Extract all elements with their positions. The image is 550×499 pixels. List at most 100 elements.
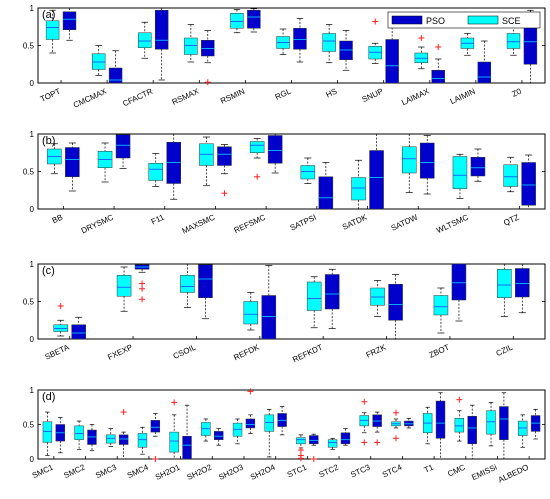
x-tick-label: LAIMAX (400, 86, 431, 107)
box-sce (243, 301, 259, 325)
box-pso (71, 324, 86, 340)
box-pso (435, 400, 446, 439)
x-tick-label: SATDK (341, 212, 369, 231)
y-tick-label: 1 (30, 386, 35, 395)
box-pso (431, 70, 445, 84)
box-pso (523, 22, 538, 65)
box-pso (477, 61, 492, 84)
x-tick-label: SH2O2 (186, 462, 214, 481)
box-pso (214, 431, 224, 440)
legend: PSO SCE (387, 11, 541, 29)
y-tick-label: 0.5 (23, 298, 35, 307)
box-sce (74, 425, 84, 440)
box-sce (486, 410, 496, 435)
box-sce (230, 13, 244, 29)
x-tick-label: SMC1 (31, 462, 55, 480)
x-tick-label: TOPT (39, 87, 62, 104)
plot-area (37, 133, 546, 210)
x-tick-label: REFSMC (233, 213, 268, 236)
x-tick-label: SMC4 (126, 462, 150, 480)
box-sce (42, 421, 53, 443)
box-pso (293, 28, 307, 50)
box-sce (454, 418, 465, 433)
y-tick-label: 0.5 (23, 42, 35, 51)
x-tick-label: STC2 (318, 462, 341, 479)
box-sce (506, 33, 521, 49)
x-tick-label: CZIL (495, 342, 515, 358)
y-tick-label: 1 (30, 130, 35, 139)
box-sce (296, 437, 306, 445)
box-sce (106, 434, 116, 444)
panel-label: (c) (42, 265, 55, 277)
panel-label: (d) (42, 391, 55, 403)
x-tick-label: QTZ (502, 213, 520, 228)
y-tick-label: 0.5 (23, 168, 35, 177)
box-pso (521, 162, 536, 206)
box-sce (249, 141, 265, 153)
box-pso (324, 274, 340, 310)
box-sce (452, 156, 468, 189)
box-pso (65, 147, 80, 177)
legend-swatch-pso (391, 15, 423, 25)
panel-2: (c) 0 0.5 1 SBETA FXEXP CSOIL REFDK REFKDT FRZK ZB… (23, 260, 546, 365)
legend-frame (387, 11, 541, 29)
box-sce (264, 414, 274, 432)
box-pso (62, 11, 77, 30)
x-tick-label: ZBOT (428, 343, 451, 360)
x-tick-label: CMC (446, 463, 467, 479)
y-tick-label: 0 (30, 205, 35, 214)
box-pso (118, 434, 129, 445)
x-tick-label: SBETA (43, 342, 71, 361)
y-tick-label: 1 (30, 260, 35, 269)
box-sce (497, 269, 512, 298)
x-tick-label: FRZK (365, 342, 388, 359)
x-tick-label: Z0 (511, 86, 524, 98)
y-tick-label: 1 (30, 4, 35, 13)
x-tick-label: EMISSi (470, 463, 498, 483)
box-sce (327, 439, 338, 448)
box-pso (154, 10, 169, 50)
box-sce (148, 163, 163, 181)
x-tick-label: HS (325, 87, 339, 100)
x-tick-label: SNUP (361, 87, 385, 105)
y-tick-label: 0.5 (23, 421, 35, 430)
box-sce (503, 164, 518, 187)
box-pso (515, 268, 530, 298)
x-tick-label: CFACTR (121, 87, 154, 109)
box-pso (261, 295, 277, 340)
x-tick-label: STC4 (381, 462, 404, 479)
x-tick-label: SATPSI (289, 213, 318, 233)
legend-label: SCE (502, 16, 521, 26)
x-tick-label: RSMIN (219, 87, 246, 106)
panel-0: (a) 0 0.5 1 TOPT CMCMAX CFACTR RSMAX RSMIN RGL HS S… (23, 4, 546, 110)
x-tick-label: ALBEDO (497, 463, 530, 485)
box-sce (169, 431, 179, 453)
plot-area (37, 263, 546, 340)
box-sce (180, 275, 195, 293)
box-sce (402, 146, 417, 174)
box-pso (198, 264, 213, 298)
x-tick-label: SATDW (390, 212, 420, 232)
box-sce (45, 20, 60, 40)
box-pso (108, 67, 123, 84)
box-sce (184, 37, 198, 55)
box-sce (306, 281, 322, 311)
x-tick-label: SH2O3 (217, 462, 245, 481)
x-tick-label: FXEXP (106, 343, 134, 362)
box-sce (116, 275, 132, 297)
box-sce (137, 433, 148, 448)
box-pso (115, 134, 131, 159)
box-pso (420, 142, 435, 179)
x-tick-label: DRYSMC (80, 213, 115, 236)
x-tick-label: LAIMIN (449, 87, 477, 107)
y-tick-label: 0 (30, 79, 35, 88)
x-tick-label: REFKDT (291, 343, 324, 365)
box-pso (499, 406, 509, 440)
box-pso (318, 176, 334, 210)
box-pso (388, 284, 403, 321)
x-tick-label: SH2O4 (249, 462, 277, 481)
box-pso (369, 150, 384, 210)
box-pso (245, 418, 256, 429)
x-tick-label: T1 (423, 462, 436, 474)
